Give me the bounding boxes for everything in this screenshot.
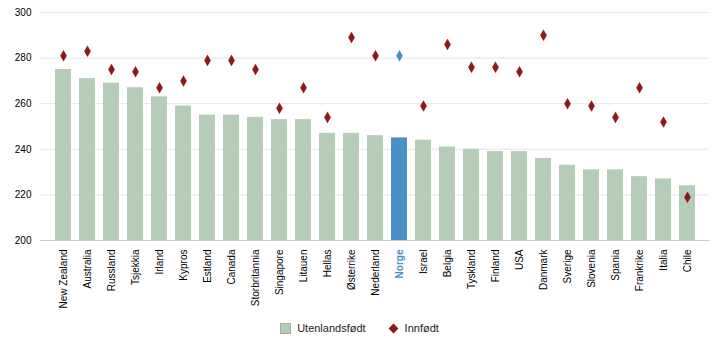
svg-text:Frankrike: Frankrike bbox=[634, 249, 645, 291]
html-text:Innfødt: Innfødt bbox=[404, 322, 439, 334]
svg-text:Østerrike: Østerrike bbox=[346, 249, 357, 290]
svg-text:Italia: Italia bbox=[658, 249, 669, 271]
svg-text:Israel: Israel bbox=[418, 250, 429, 274]
svg-text:Belgia: Belgia bbox=[442, 249, 453, 277]
svg-text:Kypros: Kypros bbox=[178, 250, 189, 281]
svg-text:Danmark: Danmark bbox=[538, 249, 549, 291]
svg-text:Finland: Finland bbox=[490, 250, 501, 283]
svg-text:Canada: Canada bbox=[226, 249, 237, 284]
svg-text:Tyskland: Tyskland bbox=[466, 250, 477, 289]
svg-text:Australia: Australia bbox=[82, 249, 93, 288]
svg-text:Singapore: Singapore bbox=[274, 249, 285, 295]
svg-text:Sverige: Sverige bbox=[562, 249, 573, 283]
svg-text:260: 260 bbox=[15, 98, 32, 109]
svg-text:Slovenia: Slovenia bbox=[586, 249, 597, 288]
svg-text:Hellas: Hellas bbox=[322, 250, 333, 278]
html-text:Utenlandsfødt: Utenlandsfødt bbox=[297, 322, 366, 334]
svg-text:Norge: Norge bbox=[394, 249, 405, 278]
svg-text:Litauen: Litauen bbox=[298, 250, 309, 283]
svg-text:240: 240 bbox=[15, 144, 32, 155]
svg-text:280: 280 bbox=[15, 52, 32, 63]
svg-text:Chile: Chile bbox=[682, 249, 693, 272]
svg-text:New Zealand: New Zealand bbox=[58, 250, 69, 309]
svg-text:220: 220 bbox=[15, 189, 32, 200]
svg-text:Estland: Estland bbox=[202, 250, 213, 283]
svg-text:200: 200 bbox=[15, 235, 32, 246]
svg-text:300: 300 bbox=[15, 7, 32, 18]
svg-text:USA: USA bbox=[514, 249, 525, 270]
svg-text:Tsjekkia: Tsjekkia bbox=[130, 249, 141, 285]
svg-text:Storbritannia: Storbritannia bbox=[250, 249, 261, 306]
svg-text:Irland: Irland bbox=[154, 250, 165, 275]
svg-text:Nederland: Nederland bbox=[370, 250, 381, 296]
svg-text:Russland: Russland bbox=[106, 250, 117, 292]
svg-text:Spania: Spania bbox=[610, 249, 621, 281]
